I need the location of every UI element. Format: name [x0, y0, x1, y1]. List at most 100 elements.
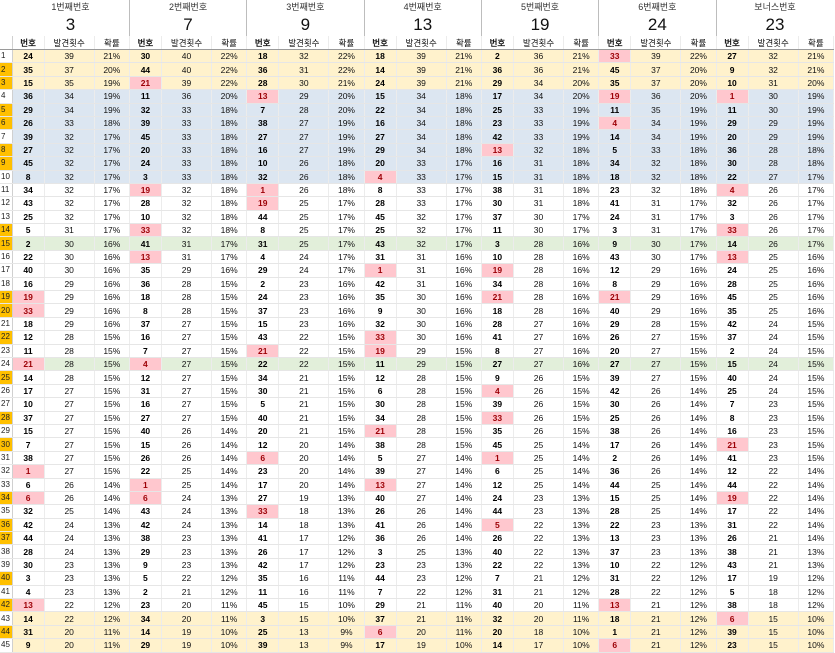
number-cell[interactable]: 6 [363, 625, 397, 640]
number-cell[interactable]: 14 [246, 518, 280, 533]
percent-cell[interactable]: 13% [94, 558, 130, 573]
count-cell[interactable]: 32 [44, 210, 95, 225]
column-header[interactable]: 번호 [128, 36, 162, 50]
number-cell[interactable]: 7 [480, 571, 514, 586]
number-cell[interactable]: 36 [480, 62, 514, 77]
number-cell[interactable]: 39 [598, 370, 632, 385]
percent-cell[interactable]: 18% [211, 156, 248, 171]
percent-cell[interactable]: 17% [328, 263, 365, 278]
percent-cell[interactable]: 15% [211, 330, 248, 345]
percent-cell[interactable]: 15% [328, 411, 365, 425]
number-cell[interactable]: 39 [246, 638, 280, 653]
count-cell[interactable]: 24 [44, 544, 95, 559]
count-cell[interactable]: 32 [630, 170, 682, 184]
number-cell[interactable]: 35 [715, 303, 749, 318]
percent-cell[interactable]: 15% [446, 370, 482, 385]
number-cell[interactable]: 17 [715, 504, 749, 519]
percent-cell[interactable]: 15% [680, 370, 717, 385]
count-cell[interactable]: 32 [748, 62, 799, 77]
number-cell[interactable]: 38 [12, 451, 45, 466]
count-cell[interactable]: 24 [44, 518, 95, 533]
count-cell[interactable]: 24 [748, 357, 799, 372]
count-cell[interactable]: 29 [44, 317, 95, 332]
number-cell[interactable]: 18 [363, 49, 397, 64]
group-value[interactable]: 24 [598, 14, 717, 36]
count-cell[interactable]: 34 [44, 103, 95, 117]
number-cell[interactable]: 7 [715, 397, 749, 412]
percent-cell[interactable]: 17% [798, 210, 835, 225]
count-cell[interactable]: 23 [748, 411, 799, 425]
percent-cell[interactable]: 20% [563, 89, 600, 104]
percent-cell[interactable]: 17% [446, 210, 482, 225]
percent-cell[interactable]: 13% [211, 531, 248, 546]
percent-cell[interactable]: 14% [680, 464, 717, 479]
percent-cell[interactable]: 19% [328, 143, 365, 158]
percent-cell[interactable]: 15% [680, 344, 717, 358]
number-cell[interactable]: 23 [363, 558, 397, 573]
number-cell[interactable]: 21 [363, 424, 397, 439]
percent-cell[interactable]: 21% [446, 49, 482, 64]
count-cell[interactable]: 26 [513, 424, 565, 439]
column-header[interactable]: 확률 [563, 36, 600, 50]
percent-cell[interactable]: 16% [563, 290, 600, 305]
count-cell[interactable]: 32 [513, 143, 565, 158]
number-cell[interactable]: 24 [246, 290, 280, 305]
percent-cell[interactable]: 12% [328, 531, 365, 546]
count-cell[interactable]: 23 [396, 571, 447, 586]
count-cell[interactable]: 32 [161, 183, 213, 198]
percent-cell[interactable]: 17% [563, 223, 600, 238]
number-cell[interactable]: 8 [12, 170, 45, 184]
percent-cell[interactable]: 12% [211, 571, 248, 586]
percent-cell[interactable]: 16% [94, 277, 130, 292]
count-cell[interactable]: 21 [396, 611, 447, 626]
percent-cell[interactable]: 17% [94, 183, 130, 198]
count-cell[interactable]: 25 [748, 303, 799, 318]
number-cell[interactable]: 4 [363, 170, 397, 184]
count-cell[interactable]: 19 [396, 638, 447, 653]
percent-cell[interactable]: 10% [211, 625, 248, 640]
percent-cell[interactable]: 15% [798, 411, 835, 425]
percent-cell[interactable]: 17% [94, 210, 130, 225]
count-cell[interactable]: 20 [278, 478, 330, 492]
percent-cell[interactable]: 20% [680, 62, 717, 77]
number-cell[interactable]: 2 [12, 236, 45, 251]
percent-cell[interactable]: 12% [94, 598, 130, 613]
percent-cell[interactable]: 18% [563, 170, 600, 184]
count-cell[interactable]: 30 [748, 103, 799, 117]
percent-cell[interactable]: 16% [563, 317, 600, 332]
percent-cell[interactable]: 19% [798, 103, 835, 117]
number-cell[interactable]: 17 [480, 89, 514, 104]
number-cell[interactable]: 34 [12, 183, 45, 198]
percent-cell[interactable]: 15% [94, 451, 130, 466]
count-cell[interactable]: 21 [396, 598, 447, 613]
percent-cell[interactable]: 14% [798, 531, 835, 546]
number-cell[interactable]: 38 [363, 437, 397, 452]
percent-cell[interactable]: 15% [563, 370, 600, 385]
percent-cell[interactable]: 19% [94, 89, 130, 104]
percent-cell[interactable]: 16% [680, 277, 717, 292]
percent-cell[interactable]: 15% [328, 344, 365, 358]
count-cell[interactable]: 22 [278, 357, 330, 372]
percent-cell[interactable]: 12% [328, 544, 365, 559]
row-number[interactable]: 11 [0, 183, 13, 198]
number-cell[interactable]: 22 [715, 170, 749, 184]
number-cell[interactable]: 44 [363, 571, 397, 586]
count-cell[interactable]: 25 [513, 478, 565, 492]
number-cell[interactable]: 14 [715, 236, 749, 251]
percent-cell[interactable]: 14% [211, 464, 248, 479]
number-cell[interactable]: 12 [363, 370, 397, 385]
count-cell[interactable]: 25 [748, 290, 799, 305]
number-cell[interactable]: 43 [598, 250, 632, 265]
number-cell[interactable]: 20 [363, 156, 397, 171]
count-cell[interactable]: 25 [630, 478, 682, 492]
number-cell[interactable]: 6 [12, 478, 45, 492]
column-header[interactable]: 발견횟수 [396, 36, 447, 50]
count-cell[interactable]: 30 [44, 263, 95, 278]
count-cell[interactable]: 28 [748, 156, 799, 171]
number-cell[interactable]: 29 [246, 263, 280, 278]
number-cell[interactable]: 10 [246, 156, 280, 171]
count-cell[interactable]: 28 [396, 397, 447, 412]
percent-cell[interactable]: 15% [798, 384, 835, 399]
column-header[interactable]: 확률 [94, 36, 130, 50]
percent-cell[interactable]: 16% [798, 250, 835, 265]
